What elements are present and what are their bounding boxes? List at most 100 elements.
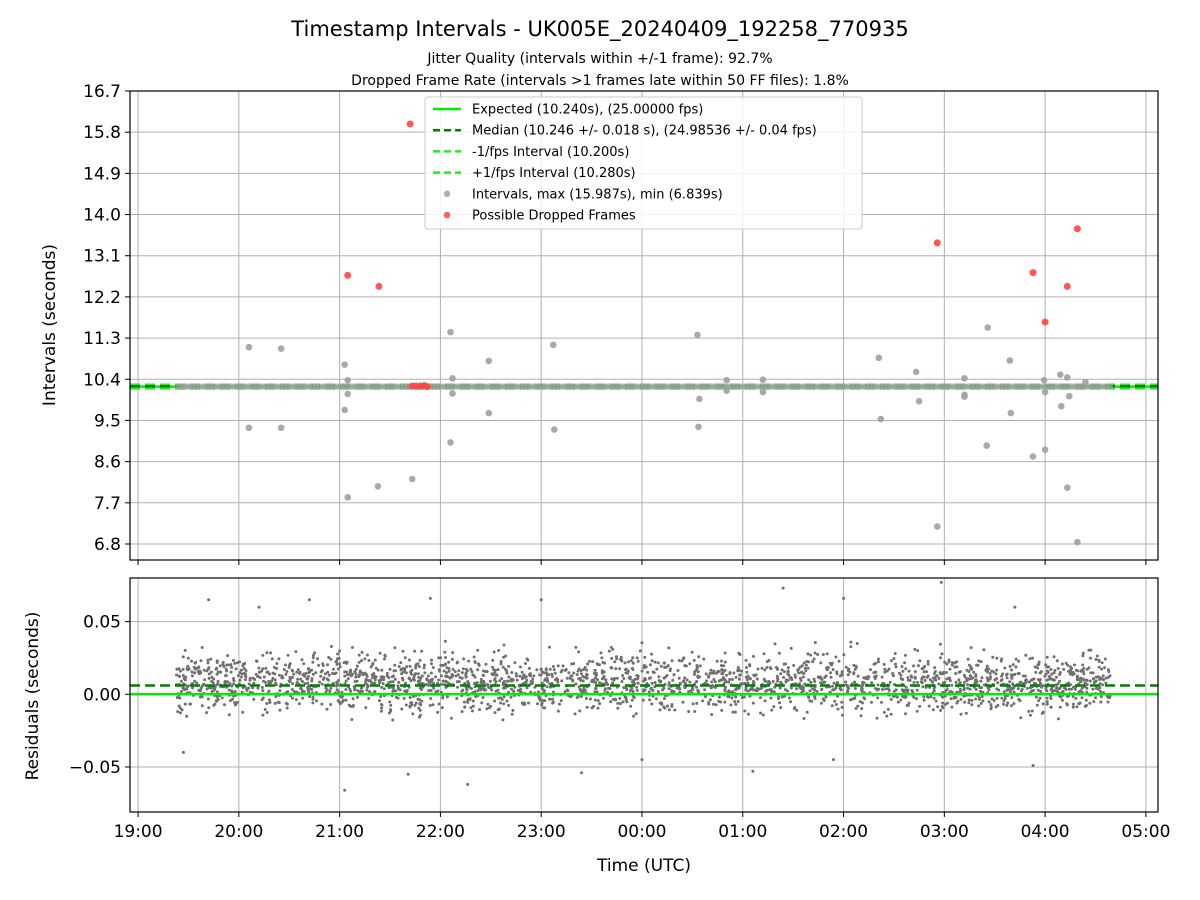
residual-point (1010, 675, 1014, 679)
residual-point (206, 667, 210, 671)
residual-point (634, 712, 638, 716)
residual-point (624, 696, 628, 700)
residual-point (211, 681, 215, 685)
residual-point (414, 701, 418, 705)
residual-point (624, 671, 628, 675)
residual-point (968, 687, 972, 691)
residual-point (556, 709, 560, 713)
residual-point (1062, 667, 1066, 671)
residual-point (894, 665, 898, 669)
residual-point (973, 681, 977, 685)
residual-point (296, 668, 300, 672)
residual-point (734, 695, 738, 699)
residual-point (888, 680, 892, 684)
residual-point (944, 671, 948, 675)
residual-point (247, 686, 251, 690)
residual-point (738, 673, 742, 677)
residual-point (476, 668, 480, 672)
residual-point (962, 686, 966, 690)
residual-point (949, 697, 953, 701)
residual-point (349, 689, 353, 693)
residual-point (576, 669, 580, 673)
residual-point (233, 690, 237, 694)
residual-point (578, 687, 582, 691)
residual-point (507, 690, 511, 694)
residual-point (899, 673, 903, 677)
residual-point (980, 694, 984, 698)
residual-point (728, 677, 732, 681)
residual-point (734, 687, 738, 691)
residual-point (1028, 680, 1032, 684)
residual-point (656, 689, 660, 693)
residual-point (1088, 679, 1092, 683)
residual-point (876, 683, 880, 687)
residual-point (257, 605, 261, 609)
residual-point (773, 642, 777, 646)
residual-point (190, 659, 194, 663)
residual-point (274, 695, 278, 699)
residual-point (269, 681, 273, 685)
residual-point (834, 702, 838, 706)
residual-point (723, 668, 727, 672)
residual-point (922, 670, 926, 674)
residual-point (399, 661, 403, 665)
residual-point (179, 689, 183, 693)
residual-point (768, 666, 772, 670)
residual-point (1041, 702, 1045, 706)
residual-point (422, 663, 426, 667)
residual-point (537, 696, 541, 700)
legend-plus-one-fps-label: +1/fps Interval (10.280s) (472, 166, 636, 181)
residual-point (186, 656, 190, 660)
residual-point (311, 695, 315, 699)
residual-point (355, 695, 359, 699)
interval-point (1082, 378, 1089, 386)
residual-point (365, 688, 369, 692)
residual-point (978, 686, 982, 690)
residual-point (302, 662, 306, 666)
residual-point (338, 702, 342, 706)
residual-point (265, 711, 269, 715)
residual-point (1066, 663, 1070, 667)
residual-point (721, 672, 725, 676)
intervals-y-tick-label: 7.7 (94, 494, 121, 514)
residual-point (447, 669, 451, 673)
residual-point (771, 680, 775, 684)
residual-point (802, 661, 806, 665)
residual-point (422, 666, 426, 670)
residual-point (449, 716, 453, 720)
residual-point (241, 710, 245, 714)
residual-point (465, 688, 469, 692)
residual-point (913, 647, 917, 651)
residual-point (833, 699, 837, 703)
x-axis-label: Time (UTC) (596, 856, 691, 876)
residual-point (710, 713, 714, 717)
x-tick-label: 02:00 (819, 822, 868, 842)
residual-point (730, 696, 734, 700)
residual-point (837, 659, 841, 663)
residual-point (501, 718, 505, 722)
residual-point (414, 666, 418, 670)
residual-point (552, 668, 556, 672)
residual-point (766, 681, 770, 685)
residuals-y-axis-label: Residuals (seconds) (23, 612, 43, 781)
residuals-panel: 0.050.00−0.05 19:00 20:00 21:00 22:00 23:00 0… (23, 577, 1170, 876)
residual-point (647, 690, 651, 694)
residual-point (737, 686, 741, 690)
residual-point (178, 669, 182, 673)
residual-point (586, 662, 590, 666)
residual-point (815, 689, 819, 693)
residual-point (200, 684, 204, 688)
residual-point (969, 665, 973, 669)
residual-point (587, 659, 591, 663)
residual-point (186, 664, 190, 668)
residual-point (969, 646, 973, 650)
residual-point (723, 660, 727, 664)
interval-point (1006, 357, 1014, 364)
residual-point (1103, 666, 1107, 670)
residual-point (829, 675, 833, 679)
residual-point (275, 662, 279, 666)
residual-point (473, 690, 477, 694)
residual-point (212, 703, 216, 707)
residual-point (296, 677, 300, 681)
interval-point (696, 395, 703, 403)
